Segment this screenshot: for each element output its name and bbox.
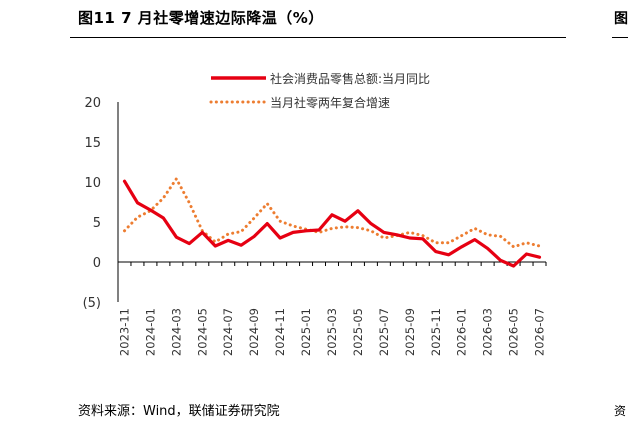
y-tick-label: (5) (83, 296, 101, 311)
x-tick-label: 2025-03 (325, 308, 339, 356)
next-figure-title-fragment: 图 (614, 11, 628, 27)
y-tick-label: 5 (93, 216, 101, 231)
source-note: 资料来源：Wind，联储证券研究院 (78, 404, 280, 419)
axes-layer: 20 15 10 5 0 (5) 2023-11 2024-01 2024-03 2024-05 2… (83, 96, 547, 356)
x-tick-label: 2025-01 (299, 308, 313, 356)
x-tick-label: 2026-03 (481, 308, 495, 356)
x-tick-label: 2025-07 (377, 308, 391, 356)
x-tick-label: 2024-05 (195, 308, 209, 356)
x-tick-label: 2025-05 (351, 308, 365, 356)
x-tick-label: 2024-07 (221, 308, 235, 356)
series-layer (122, 177, 542, 268)
y-tick-label: 20 (84, 96, 101, 111)
x-tick-label: 2023-11 (117, 308, 131, 356)
x-tick-label: 2025-11 (429, 308, 443, 356)
x-tick-label: 2024-11 (273, 308, 287, 356)
x-tick-label: 2024-09 (247, 308, 261, 356)
x-tick-label: 2025-09 (403, 308, 417, 356)
legend-label: 当月社零两年复合增速 (270, 95, 390, 110)
y-tick-label: 15 (84, 136, 101, 151)
next-figure-divider (612, 37, 628, 38)
x-tick-label: 2026-05 (507, 308, 521, 356)
y-tick-label: 0 (93, 256, 101, 271)
series-line-retail-sales-yoy (122, 179, 542, 268)
legend-label: 社会消费品零售总额:当月同比 (270, 71, 430, 86)
x-tick-label: 2026-07 (533, 308, 547, 356)
next-figure-source-fragment: 资 (614, 404, 627, 418)
x-tick-label: 2026-01 (455, 308, 469, 356)
series-line-two-year-cagr (123, 177, 541, 249)
y-tick-label: 10 (84, 176, 101, 191)
x-tick-label: 2024-03 (169, 308, 183, 356)
title-divider (70, 37, 566, 38)
figure-title: 图11 7 月社零增速边际降温（%） (78, 9, 324, 27)
x-tick-label: 2024-01 (143, 308, 157, 356)
